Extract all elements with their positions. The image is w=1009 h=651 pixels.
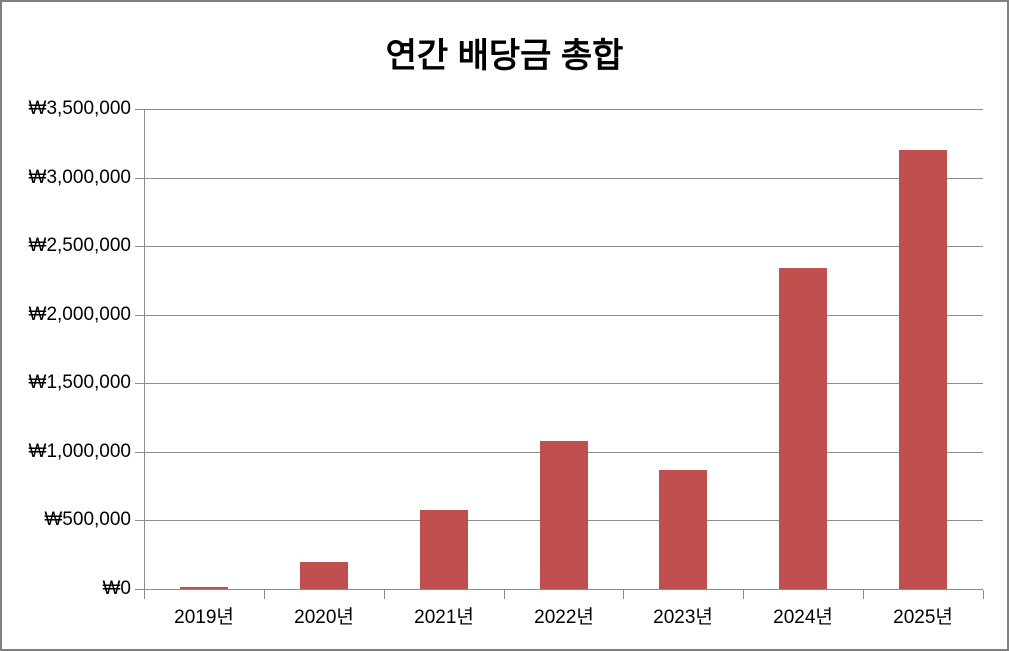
y-axis-tick-label: ₩3,000,000: [28, 167, 131, 188]
gridline: [144, 178, 983, 179]
y-axis-tick-label: ₩3,500,000: [28, 98, 131, 119]
gridline: [144, 246, 983, 247]
x-axis-tick: [504, 590, 505, 599]
x-axis-label: 2023년: [653, 607, 713, 628]
y-axis-tick-label: ₩500,000: [44, 509, 131, 530]
y-axis-tick: [135, 315, 144, 316]
bar-2024: [779, 268, 827, 589]
gridline: [144, 589, 983, 590]
y-axis-tick-label: ₩2,500,000: [28, 235, 131, 256]
x-axis-tick: [384, 590, 385, 599]
y-axis-tick: [135, 520, 144, 521]
x-axis-label: 2022년: [534, 607, 594, 628]
y-axis-tick-label: ₩1,500,000: [28, 372, 131, 393]
y-axis-tick: [135, 109, 144, 110]
x-axis-tick: [743, 590, 744, 599]
gridline: [144, 109, 983, 110]
x-axis-tick: [983, 590, 984, 599]
y-axis-tick: [135, 589, 144, 590]
x-axis-tick: [863, 590, 864, 599]
x-axis-label: 2021년: [414, 607, 474, 628]
bar-2025: [899, 150, 947, 589]
y-axis-tick: [135, 246, 144, 247]
x-axis-label: 2020년: [294, 607, 354, 628]
bar-2019: [180, 587, 228, 589]
x-axis-tick: [144, 590, 145, 599]
gridline: [144, 315, 983, 316]
x-axis-tick: [264, 590, 265, 599]
bar-2020: [300, 562, 348, 589]
x-axis-label: 2025년: [893, 607, 953, 628]
bar-2023: [659, 470, 707, 589]
bar-2021: [420, 510, 468, 589]
x-axis-label: 2024년: [773, 607, 833, 628]
y-axis-tick-label: ₩2,000,000: [28, 304, 131, 325]
y-axis-tick: [135, 178, 144, 179]
bar-2022: [540, 441, 588, 589]
gridline: [144, 383, 983, 384]
y-axis-tick-label: ₩1,000,000: [28, 441, 131, 462]
x-axis-tick: [623, 590, 624, 599]
y-axis-tick-label: ₩0: [102, 578, 132, 599]
y-axis-tick: [135, 383, 144, 384]
x-axis-label: 2019년: [174, 607, 234, 628]
y-axis-tick: [135, 452, 144, 453]
chart-title: 연간 배당금 총합: [385, 37, 624, 75]
y-axis-line: [144, 109, 145, 599]
